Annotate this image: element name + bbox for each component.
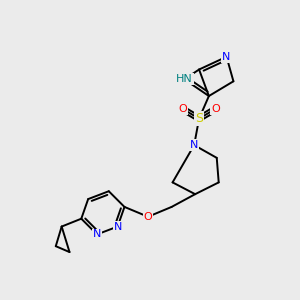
Text: O: O	[144, 212, 152, 222]
Text: N: N	[93, 230, 101, 239]
Text: S: S	[195, 112, 203, 125]
Text: N: N	[190, 140, 198, 150]
Text: N: N	[222, 52, 231, 62]
Text: O: O	[178, 104, 187, 114]
Text: O: O	[212, 104, 220, 114]
Text: N: N	[113, 222, 122, 232]
Text: HN: HN	[176, 74, 193, 84]
